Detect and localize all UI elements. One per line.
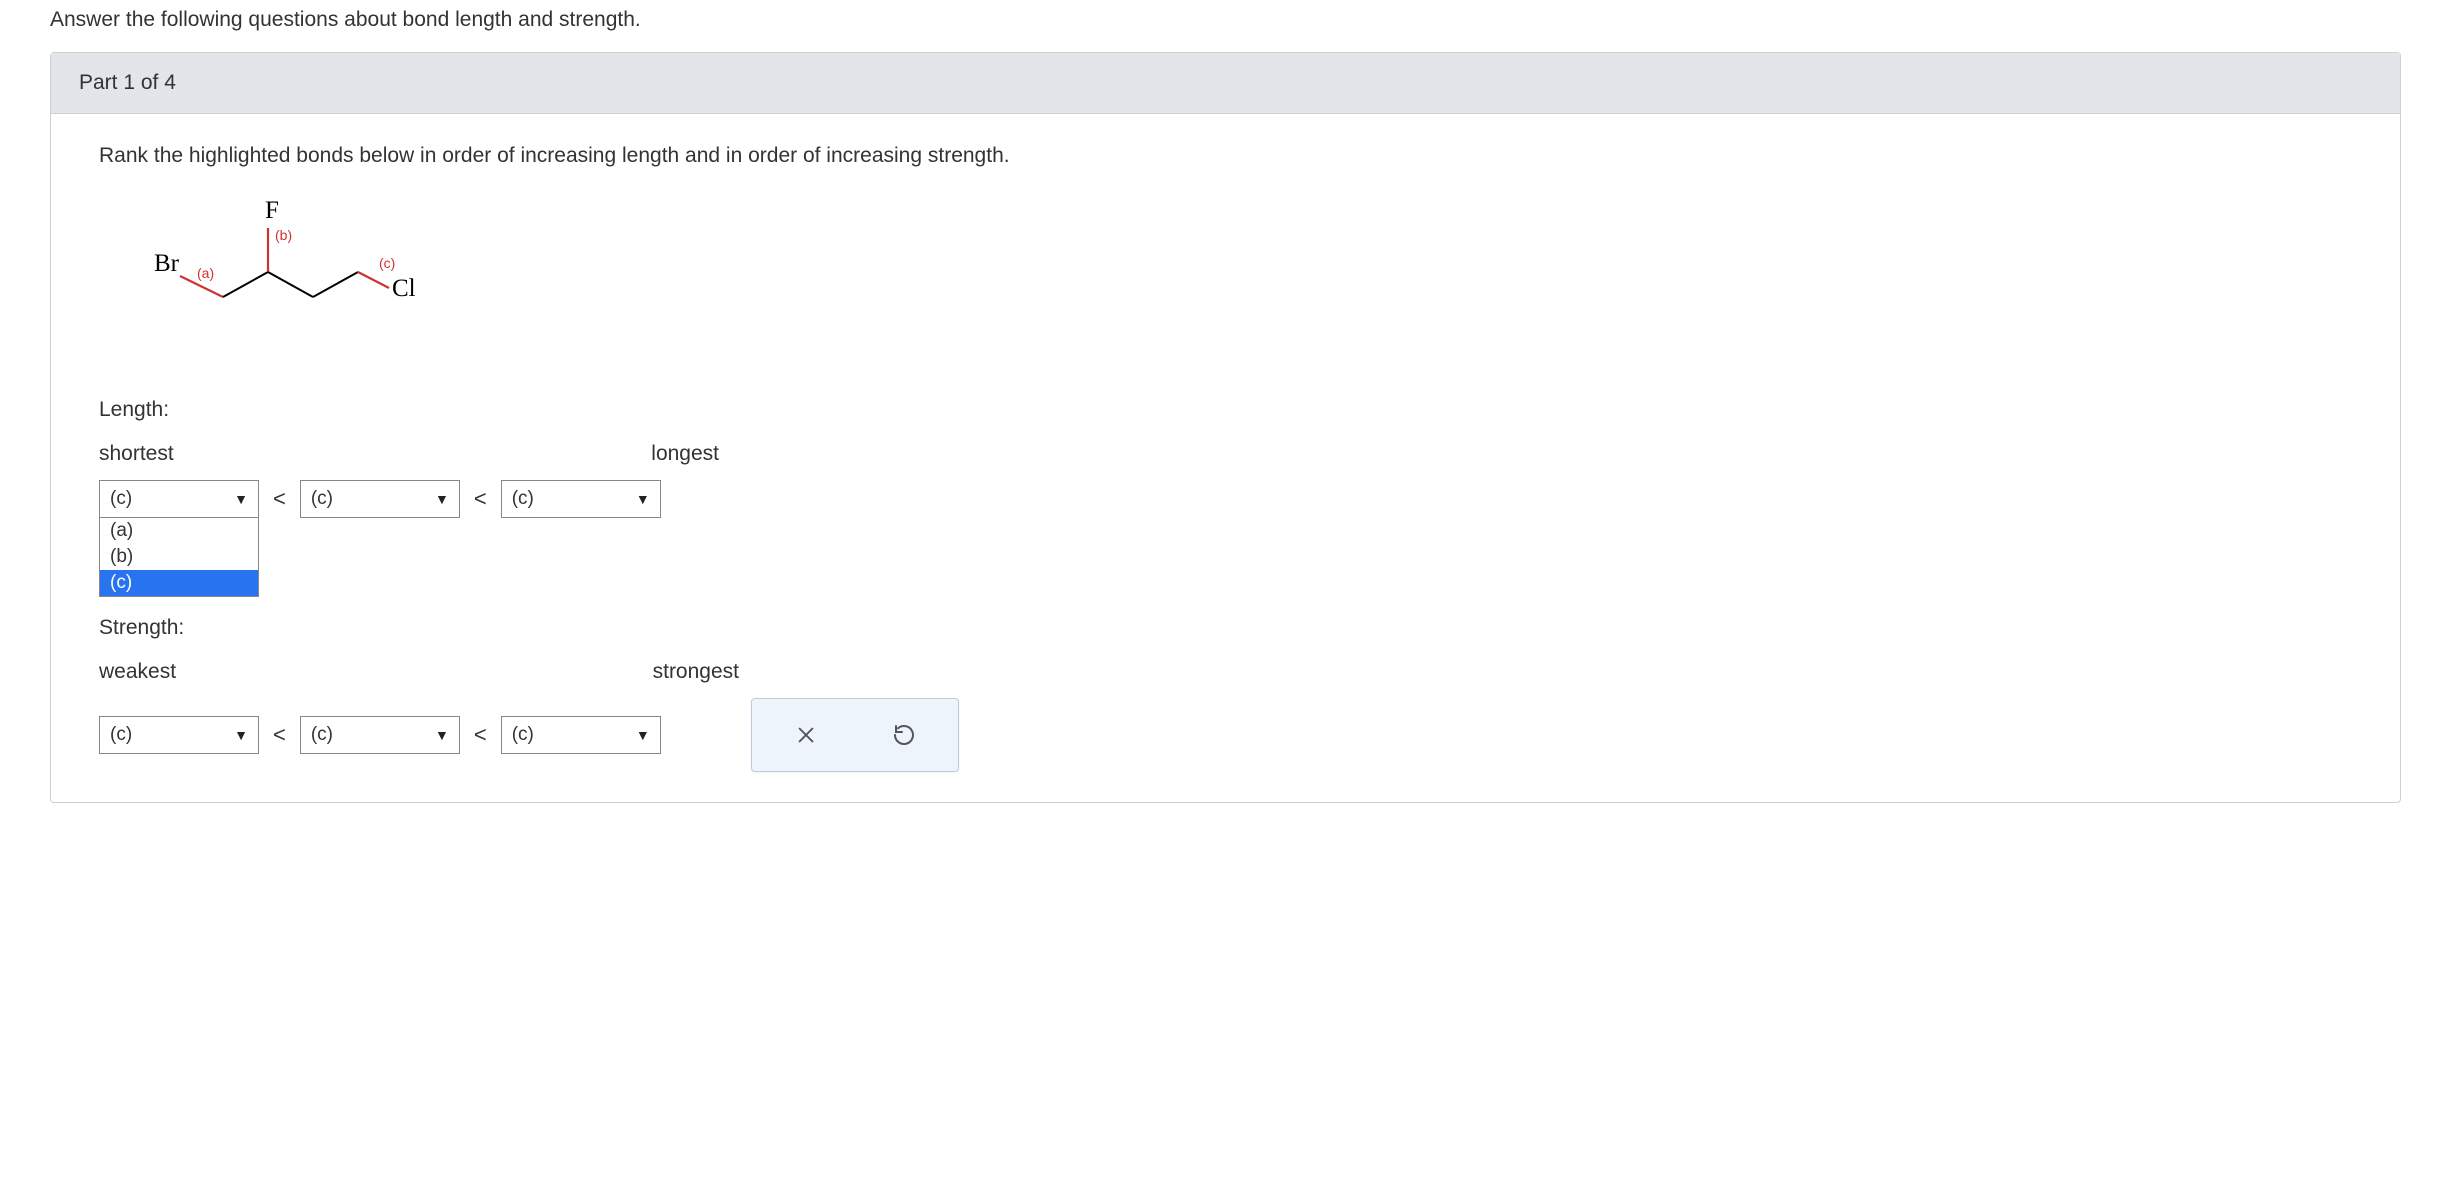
strength-select-2-wrap: (c) ▼	[300, 716, 460, 754]
strength-select-1-wrap: (c) ▼	[99, 716, 259, 754]
svg-text:Br: Br	[154, 250, 180, 277]
length-label: Length:	[99, 398, 2352, 422]
length-shortest-label: shortest	[99, 442, 174, 466]
length-select-3-wrap: (c) ▼	[501, 480, 661, 518]
strength-select-3-value: (c)	[512, 724, 534, 746]
less-than-2: <	[474, 486, 487, 512]
chevron-down-icon: ▼	[636, 491, 650, 507]
strength-weakest-label: weakest	[99, 660, 176, 684]
strength-select-3[interactable]: (c) ▼	[501, 716, 661, 754]
question-box: Part 1 of 4 Rank the highlighted bonds b…	[50, 52, 2401, 803]
length-row: (c) ▼ (a) (b) (c) < (c) ▼ <	[99, 480, 2352, 518]
less-than-3: <	[273, 722, 286, 748]
feedback-box	[751, 698, 959, 772]
length-select-1-option-c[interactable]: (c)	[100, 570, 258, 596]
chevron-down-icon: ▼	[435, 727, 449, 743]
less-than-4: <	[474, 722, 487, 748]
length-select-2[interactable]: (c) ▼	[300, 480, 460, 518]
length-select-1-value: (c)	[110, 488, 132, 510]
strength-label: Strength:	[99, 616, 2352, 640]
question-title: Answer the following questions about bon…	[0, 0, 2451, 52]
strength-select-1-value: (c)	[110, 724, 132, 746]
strength-select-1[interactable]: (c) ▼	[99, 716, 259, 754]
length-select-1-dropdown: (a) (b) (c)	[99, 518, 259, 597]
svg-text:Cl: Cl	[392, 275, 416, 302]
length-longest-label: longest	[651, 442, 719, 466]
length-select-1[interactable]: (c) ▼	[99, 480, 259, 518]
instruction-text: Rank the highlighted bonds below in orde…	[99, 144, 2352, 168]
svg-text:F: F	[265, 198, 279, 224]
length-select-2-value: (c)	[311, 488, 333, 510]
less-than-1: <	[273, 486, 286, 512]
reset-icon[interactable]	[890, 721, 918, 749]
chevron-down-icon: ▼	[234, 727, 248, 743]
length-select-2-wrap: (c) ▼	[300, 480, 460, 518]
spacer	[99, 538, 2352, 596]
length-endpoints: shortest longest	[99, 442, 719, 466]
svg-text:(a): (a)	[197, 265, 214, 281]
strength-select-2[interactable]: (c) ▼	[300, 716, 460, 754]
length-select-1-option-b[interactable]: (b)	[100, 544, 258, 570]
chevron-down-icon: ▼	[435, 491, 449, 507]
svg-text:(c): (c)	[379, 255, 395, 271]
strength-strongest-label: strongest	[653, 660, 739, 684]
molecule-diagram: Br F Cl (a) (b) (c)	[99, 198, 499, 358]
strength-select-3-wrap: (c) ▼	[501, 716, 661, 754]
length-select-1-option-a[interactable]: (a)	[100, 518, 258, 544]
part-body: Rank the highlighted bonds below in orde…	[51, 114, 2400, 802]
chevron-down-icon: ▼	[234, 491, 248, 507]
part-header: Part 1 of 4	[51, 53, 2400, 114]
length-select-1-wrap: (c) ▼ (a) (b) (c)	[99, 480, 259, 518]
strength-endpoints: weakest strongest	[99, 660, 739, 684]
clear-icon[interactable]	[792, 721, 820, 749]
molecule-svg: Br F Cl (a) (b) (c)	[99, 198, 499, 358]
strength-select-2-value: (c)	[311, 724, 333, 746]
chevron-down-icon: ▼	[636, 727, 650, 743]
length-select-3-value: (c)	[512, 488, 534, 510]
strength-row: (c) ▼ < (c) ▼ < (c) ▼	[99, 698, 2352, 772]
svg-text:(b): (b)	[275, 227, 292, 243]
length-select-3[interactable]: (c) ▼	[501, 480, 661, 518]
